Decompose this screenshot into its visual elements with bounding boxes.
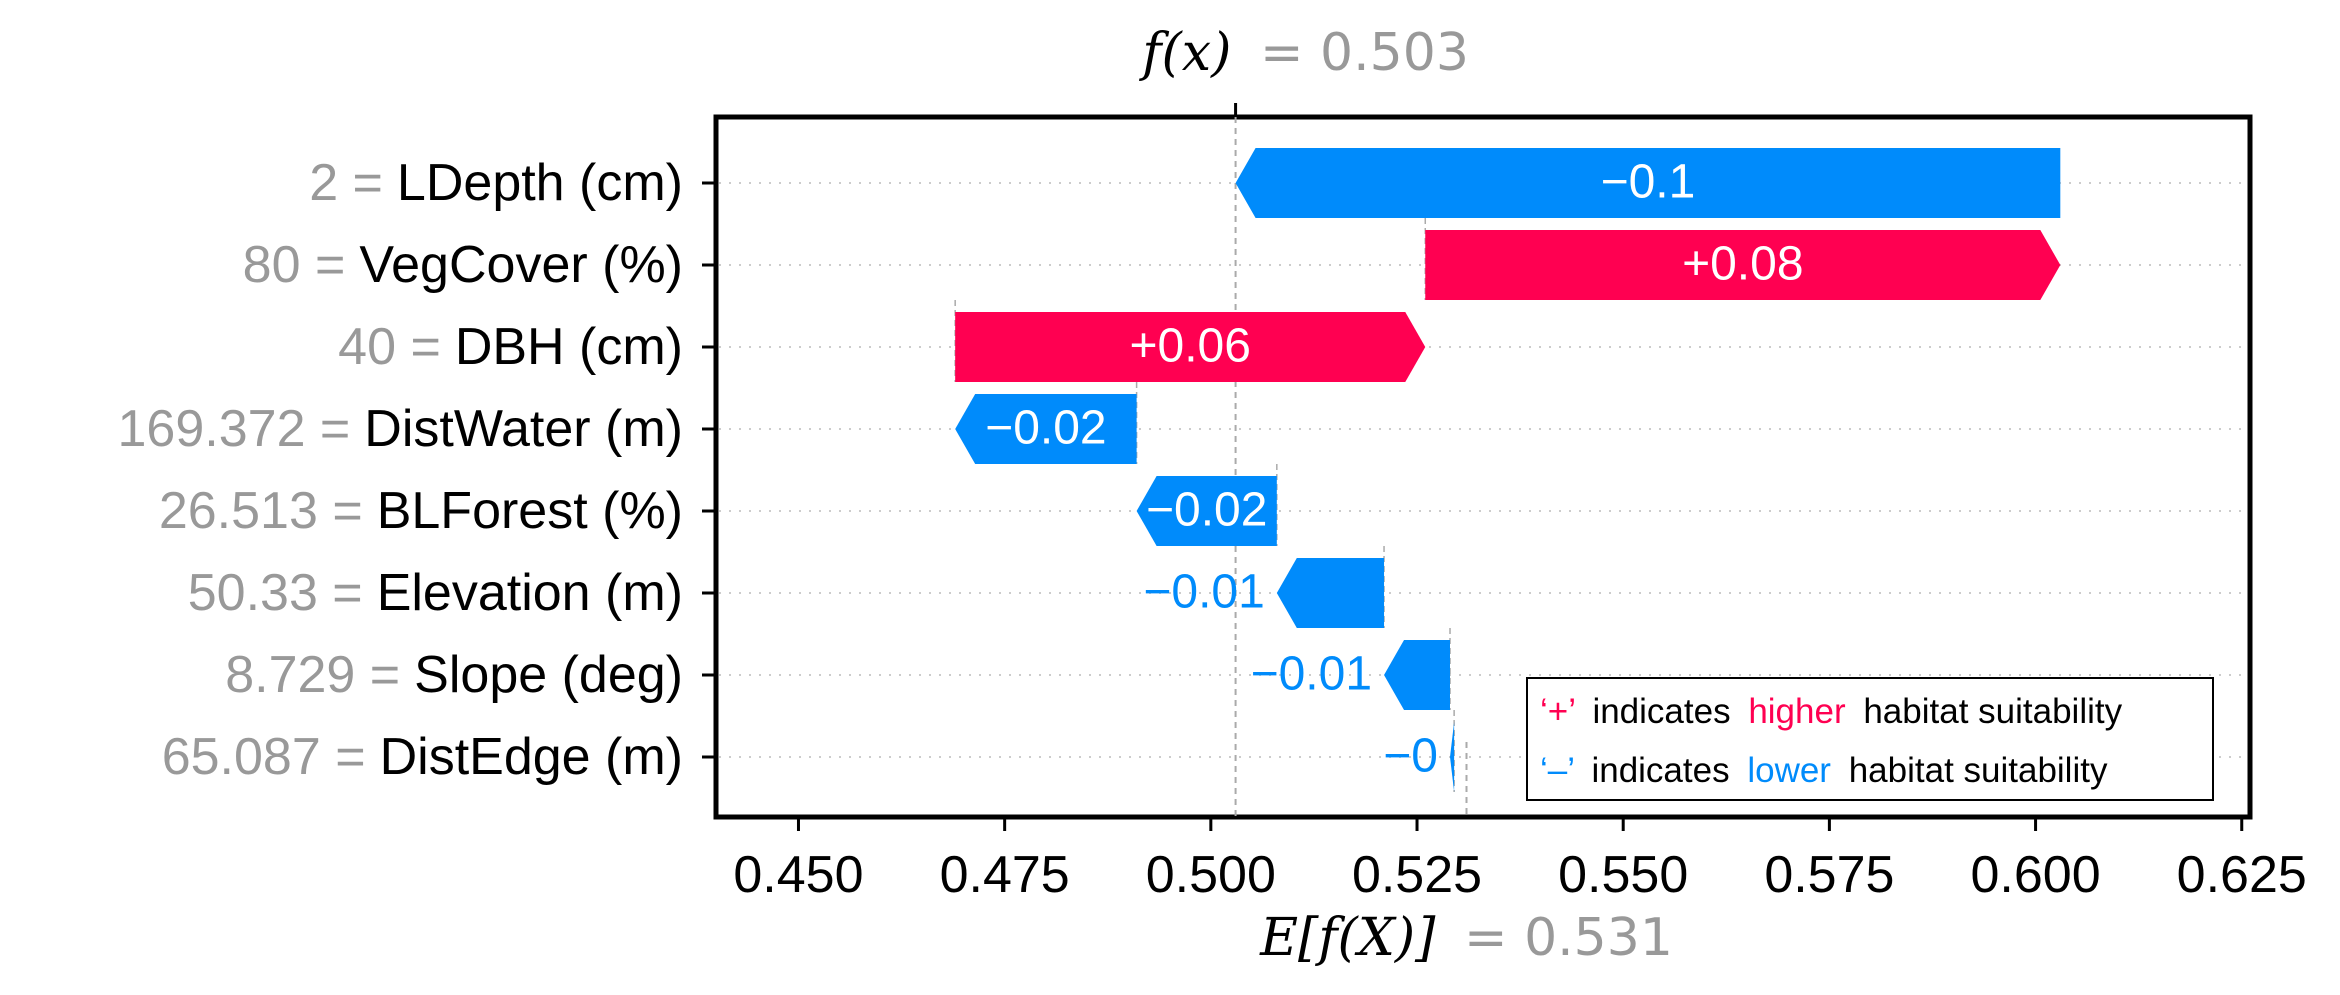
fx-symbol: f(x) xyxy=(1138,23,1231,83)
legend-item-negative: ‘–’ indicates lower habitat suitability xyxy=(1540,751,2108,790)
bar-label-7: −0 xyxy=(1383,730,1438,783)
feature-value: 2 = xyxy=(309,154,383,212)
bar-5 xyxy=(1276,558,1385,628)
bar-1 xyxy=(1425,230,2061,300)
feature-label-3: 169.372 = DistWater (m) xyxy=(118,400,683,458)
feature-name: DistEdge (m) xyxy=(380,728,683,786)
feature-label-6: 8.729 = Slope (deg) xyxy=(225,646,683,704)
legend-negative-post: habitat suitability xyxy=(1849,751,2108,790)
x-tick-label: 0.575 xyxy=(1764,846,1894,904)
reference-lines xyxy=(954,117,1468,817)
x-tick-label: 0.475 xyxy=(940,846,1070,904)
feature-value: 65.087 = xyxy=(162,728,366,786)
feature-name: Slope (deg) xyxy=(414,646,683,704)
legend-negative-pre: indicates xyxy=(1591,751,1729,790)
fx-label: f(x) = 0.503 xyxy=(1138,23,1469,83)
bar-6 xyxy=(1384,640,1451,710)
bar-0 xyxy=(1235,148,2061,218)
bar-label-5: −0.01 xyxy=(1143,566,1264,619)
bar-2 xyxy=(955,312,1426,382)
feature-value: 169.372 = xyxy=(118,400,351,458)
feature-label-2: 40 = DBH (cm) xyxy=(338,318,683,376)
bars: −0.1+0.08+0.06−0.02−0.02−0.01−0.01−0 xyxy=(955,148,2061,792)
legend-negative-symbol: ‘–’ xyxy=(1540,751,1574,790)
legend-item-positive: ‘+’ indicates higher habitat suitability xyxy=(1540,692,2123,731)
feature-value: 50.33 = xyxy=(188,564,363,622)
x-tick-label: 0.550 xyxy=(1558,846,1688,904)
legend-positive-post: habitat suitability xyxy=(1863,692,2122,731)
x-tick-label: 0.450 xyxy=(733,846,863,904)
svg-text:f(x) = 0.503: f(x) = 0.503 xyxy=(1138,23,1469,83)
svg-text:E[f(X)] = 0.531: E[f(X)] = 0.531 xyxy=(1259,908,1673,968)
bar-label-2: +0.06 xyxy=(1129,320,1250,373)
feature-value: 26.513 = xyxy=(159,482,363,540)
feature-value: 8.729 = xyxy=(225,646,400,704)
legend-positive-symbol: ‘+’ xyxy=(1540,692,1575,731)
x-tick-label: 0.600 xyxy=(1970,846,2100,904)
bar-label-0: −0.1 xyxy=(1601,156,1696,209)
feature-value: 40 = xyxy=(338,318,441,376)
bar-3 xyxy=(955,394,1137,464)
base-value: = 0.531 xyxy=(1464,908,1673,968)
x-tick-label: 0.525 xyxy=(1352,846,1482,904)
feature-name: DBH (cm) xyxy=(455,318,683,376)
x-tick-label: 0.625 xyxy=(2177,846,2307,904)
feature-value: 80 = xyxy=(243,236,346,294)
feature-name: Elevation (m) xyxy=(377,564,683,622)
plot-frame xyxy=(713,114,2253,820)
feature-label-0: 2 = LDepth (cm) xyxy=(309,154,683,212)
feature-name: DistWater (m) xyxy=(364,400,683,458)
feature-name: VegCover (%) xyxy=(359,236,683,294)
legend-box xyxy=(1526,677,2214,801)
base-value-label: E[f(X)] = 0.531 xyxy=(1259,908,1673,968)
bar-7 xyxy=(1450,722,1455,792)
feature-name: LDepth (cm) xyxy=(397,154,683,212)
bar-label-3: −0.02 xyxy=(985,402,1106,455)
fx-value: = 0.503 xyxy=(1260,23,1469,83)
x-axis: 0.450 0.475 0.500 0.525 0.550 0.575 0.600 0.625 xyxy=(733,817,2307,904)
feature-labels: 2 = LDepth (cm) 80 = VegCover (%) 40 = DBH (c… xyxy=(118,154,716,786)
feature-label-5: 50.33 = Elevation (m) xyxy=(188,564,683,622)
legend: ‘+’ indicates higher habitat suitability… xyxy=(1526,677,2214,801)
feature-label-1: 80 = VegCover (%) xyxy=(243,236,683,294)
bar-label-6: −0.01 xyxy=(1251,648,1372,701)
feature-name: BLForest (%) xyxy=(377,482,683,540)
feature-label-4: 26.513 = BLForest (%) xyxy=(159,482,683,540)
x-tick-label: 0.500 xyxy=(1146,846,1276,904)
bar-4 xyxy=(1136,476,1277,546)
legend-positive-word: higher xyxy=(1748,692,1846,731)
bar-label-1: +0.08 xyxy=(1682,238,1803,291)
legend-positive-pre: indicates xyxy=(1592,692,1730,731)
legend-negative-word: lower xyxy=(1747,751,1831,790)
base-symbol: E[f(X)] xyxy=(1259,908,1436,968)
bar-label-4: −0.02 xyxy=(1146,484,1267,537)
feature-label-7: 65.087 = DistEdge (m) xyxy=(162,728,683,786)
